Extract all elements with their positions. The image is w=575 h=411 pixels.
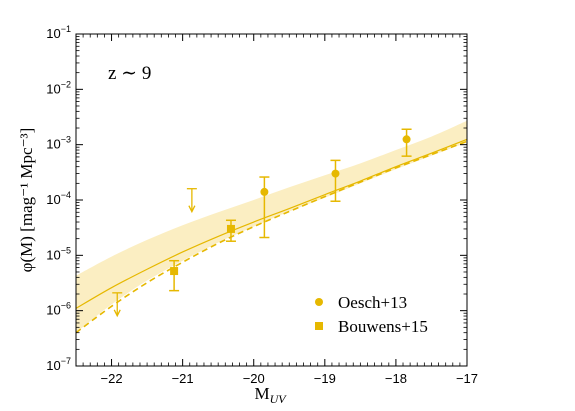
x-tick-label-3: −19 bbox=[314, 371, 336, 386]
y-tick-label-base: 10 bbox=[46, 192, 60, 207]
y-tick-label-6: 10−1 bbox=[46, 24, 71, 41]
annotation-redshift: z ∼ 9 bbox=[108, 63, 151, 84]
y-tick-label-base: 10 bbox=[46, 81, 60, 96]
axis-ticks-layer: −22 −21 −20 −19 −18 −1710−710−610−510−410−310… bbox=[46, 24, 478, 386]
model-band-layer bbox=[76, 120, 467, 333]
data-points-layer bbox=[112, 128, 412, 318]
y-tick-label-base: 10 bbox=[46, 303, 60, 318]
legend-label-oesch-13: Oesch+13 bbox=[338, 293, 407, 312]
legend-marker-oesch-13 bbox=[315, 298, 323, 306]
x-tick-label-1: −21 bbox=[172, 371, 194, 386]
y-tick-label-base: 10 bbox=[46, 137, 60, 152]
x-tick-label-2: −20 bbox=[243, 371, 265, 386]
y-tick-label-base: 10 bbox=[46, 358, 60, 373]
legend-marker-bouwens-15 bbox=[315, 322, 323, 330]
y-tick-label-2: 10−5 bbox=[46, 245, 71, 262]
y-tick-label-exponent: −7 bbox=[61, 356, 71, 366]
y-tick-label-3: 10−4 bbox=[46, 190, 71, 207]
y-tick-label-base: 10 bbox=[46, 247, 60, 262]
x-axis-title: MUV bbox=[254, 384, 287, 406]
legend: Oesch+13 Bouwens+15 bbox=[315, 293, 428, 336]
y-tick-label-exponent: −6 bbox=[61, 301, 71, 311]
upper-limit-arrow-0 bbox=[113, 309, 121, 318]
y-axis-title: φ(M) [mag⁻¹ Mpc⁻³] bbox=[17, 128, 36, 273]
legend-label-bouwens-15: Bouwens+15 bbox=[338, 317, 428, 336]
y-tick-label-4: 10−3 bbox=[46, 135, 71, 152]
oesch-13-point-0 bbox=[260, 187, 269, 196]
upper-limit-arrow-1 bbox=[188, 205, 196, 214]
y-tick-label-exponent: −2 bbox=[61, 79, 71, 89]
y-tick-label-base: 10 bbox=[46, 26, 60, 41]
y-tick-label-5: 10−2 bbox=[46, 79, 71, 96]
oesch-13-point-1 bbox=[331, 169, 340, 178]
bouwens-15-point-0 bbox=[170, 267, 179, 276]
model-line-layer bbox=[76, 138, 467, 334]
y-tick-label-0: 10−7 bbox=[46, 356, 71, 373]
y-tick-label-exponent: −4 bbox=[61, 190, 71, 200]
model-solid-line bbox=[76, 138, 467, 309]
oesch-13-point-2 bbox=[402, 135, 411, 144]
x-axis-title-main: M bbox=[254, 384, 269, 403]
y-tick-label-exponent: −3 bbox=[61, 135, 71, 145]
y-tick-label-exponent: −5 bbox=[61, 245, 71, 255]
y-tick-label-exponent: −1 bbox=[61, 24, 71, 34]
x-tick-label-0: −22 bbox=[101, 371, 123, 386]
model-uncertainty-band bbox=[76, 120, 467, 333]
x-tick-label-4: −18 bbox=[385, 371, 407, 386]
model-dashed-line bbox=[76, 140, 467, 334]
x-axis-title-sub: UV bbox=[270, 392, 288, 406]
x-tick-label-5: −17 bbox=[456, 371, 478, 386]
bouwens-15-point-1 bbox=[226, 224, 235, 233]
y-tick-label-1: 10−6 bbox=[46, 301, 71, 318]
